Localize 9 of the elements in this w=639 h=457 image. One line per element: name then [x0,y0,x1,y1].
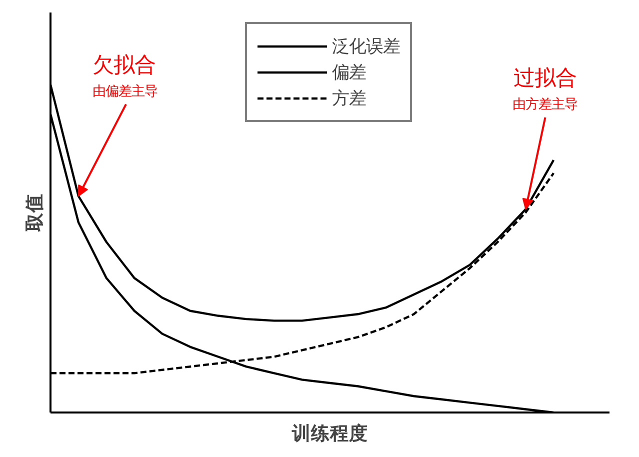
legend-label: 泛化误差 [332,36,400,58]
x-axis-title: 训练程度 [291,422,368,444]
annotation: 由方差主导 [512,96,578,112]
legend-label: 偏差 [332,62,366,84]
annotation: 过拟合 [514,66,577,92]
y-axis-title: 取值 [24,194,46,232]
annotation: 由偏差主导 [92,83,158,100]
text: 欠拟合 [92,53,156,78]
legend-label: 方差 [332,88,366,110]
